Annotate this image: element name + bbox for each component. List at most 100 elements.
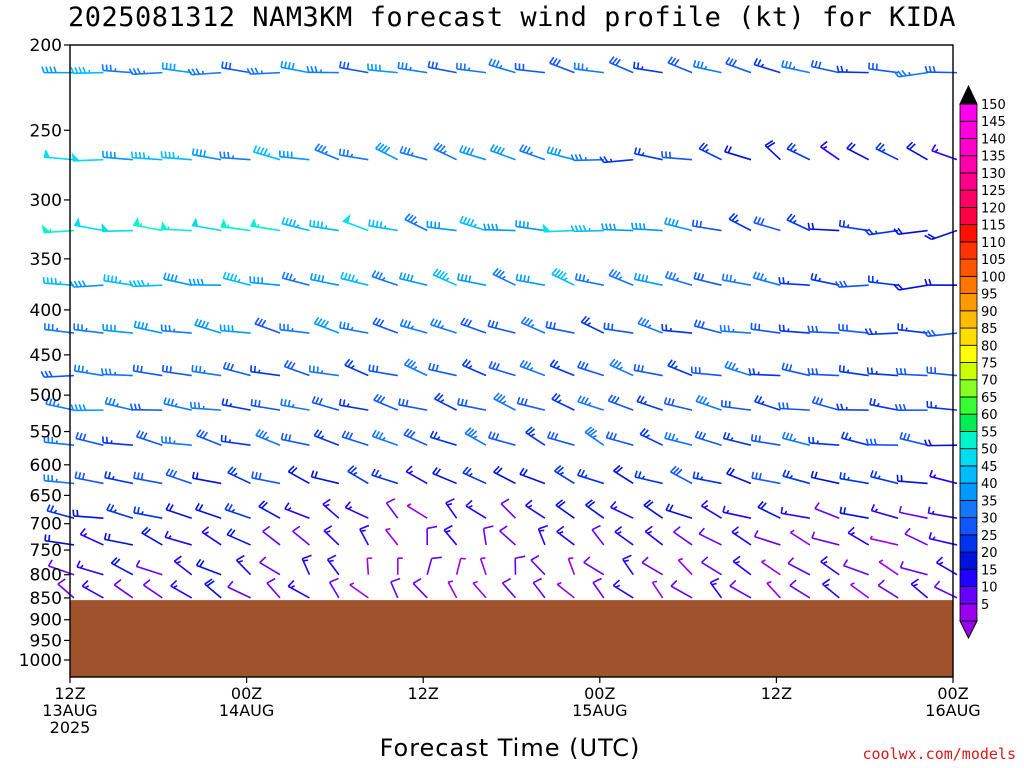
colorbar-swatch (959, 482, 978, 501)
barb-full (667, 56, 674, 64)
wind-barb (194, 502, 222, 519)
wind-barb (545, 320, 575, 334)
wind-barb (820, 555, 840, 576)
barb-staff (227, 471, 251, 485)
barb-full (104, 396, 109, 404)
barb-half (585, 67, 589, 71)
barb-full (259, 147, 265, 155)
barb-staff (162, 67, 192, 74)
barb-full (44, 370, 49, 378)
barb-full (316, 220, 320, 228)
barb-full (726, 467, 732, 475)
wind-barb (663, 397, 693, 411)
barb-staff (693, 65, 722, 74)
wind-barb (41, 66, 74, 74)
barb-full (493, 392, 500, 400)
colorbar-swatch (959, 431, 978, 450)
barb-full (344, 501, 351, 509)
barb-full (667, 218, 672, 225)
barb-full (78, 472, 82, 479)
barb-full (191, 471, 195, 479)
wind-barb (399, 145, 428, 161)
barb-full (464, 399, 468, 407)
barb-staff (133, 477, 163, 485)
barb-half (292, 277, 296, 282)
barb-full (637, 147, 641, 155)
barb-staff (782, 475, 811, 485)
barb-half (792, 437, 797, 442)
barb-half (908, 71, 911, 76)
wind-barb (519, 144, 546, 161)
barb-half (139, 222, 143, 227)
barb-full (751, 471, 755, 479)
barb-full (313, 429, 320, 437)
barb-staff (281, 438, 310, 446)
wind-barb (390, 577, 401, 599)
wind-barb (778, 402, 810, 411)
barb-staff (664, 402, 693, 411)
barb-full (924, 234, 933, 241)
barb-full (557, 270, 564, 278)
wind-barb (838, 323, 869, 334)
barb-full (195, 472, 199, 480)
barb-full (781, 362, 785, 370)
wind-barb (69, 280, 104, 288)
wind-barb (664, 217, 693, 232)
barb-full (287, 361, 293, 369)
barb-full (674, 219, 679, 227)
barb-full (70, 404, 75, 411)
barb-full (284, 502, 290, 510)
barb-full (842, 365, 845, 373)
barb-full (347, 465, 355, 472)
wind-barb (753, 58, 781, 74)
wind-barb (281, 271, 310, 286)
barb-full (810, 59, 815, 67)
barb-full (493, 465, 500, 473)
barb-half (869, 535, 873, 540)
barb-full (641, 556, 649, 564)
barb-full (808, 436, 811, 444)
barb-staff (399, 277, 428, 286)
barb-full (694, 430, 700, 438)
barb-staff (898, 284, 928, 291)
wind-barbs (40, 56, 958, 599)
barb-half (556, 365, 561, 369)
barb-full (255, 428, 261, 436)
barb-full (702, 397, 708, 405)
wind-barb (839, 472, 869, 485)
barb-full (525, 499, 533, 507)
wind-barb (493, 465, 516, 485)
barb-full (609, 358, 616, 366)
colorbar-swatch (959, 551, 978, 570)
barb-full (759, 273, 764, 281)
barb-full (464, 274, 468, 282)
barb-staff (103, 69, 133, 74)
barb-full (870, 504, 876, 511)
barb-half (85, 369, 89, 374)
colorbar-swatch (959, 344, 978, 363)
barb-full (46, 504, 51, 512)
barb-full (50, 505, 55, 513)
barb-half (381, 436, 386, 441)
barb-full (840, 403, 844, 411)
barb-half (296, 224, 300, 228)
barb-full (399, 145, 404, 153)
barb-full (498, 270, 505, 278)
barb-half (730, 437, 734, 441)
barb-half (618, 366, 623, 370)
barb-staff (161, 329, 192, 334)
wind-barb (897, 323, 928, 334)
barb-full (230, 467, 237, 475)
wind-barb (556, 525, 575, 546)
barb-staff (105, 402, 134, 411)
barb-staff (488, 366, 516, 377)
wind-barb (904, 527, 928, 546)
wind-barb (160, 221, 192, 232)
barb-full (643, 499, 652, 506)
barb-full (372, 365, 375, 372)
barb-full (899, 368, 903, 375)
wind-barb (607, 394, 634, 411)
barb-full (731, 214, 739, 222)
colorbar-label: 125 (981, 184, 1006, 199)
barb-full (137, 403, 142, 410)
